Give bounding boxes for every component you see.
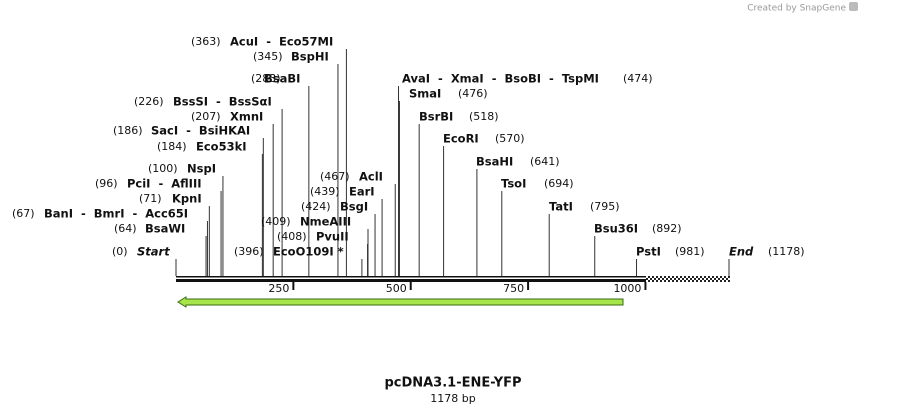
site-position: (396) <box>234 245 264 258</box>
site-position: (184) <box>157 140 187 153</box>
feature <box>177 296 624 308</box>
ruler-hatch <box>646 276 730 282</box>
site-name: SacI - BsiHKAI <box>151 124 250 138</box>
logo <box>849 2 858 11</box>
ruler-tick-label: 250 <box>268 282 289 295</box>
site-position: (474) <box>623 72 653 85</box>
site-name: EarI <box>349 185 375 199</box>
site-name: BanI - BmrI - Acc65I <box>44 207 188 221</box>
site-position: (641) <box>530 155 560 168</box>
site-name: BspHI <box>291 50 329 64</box>
site-position: (0) <box>112 245 128 258</box>
ruler-tick-label: 750 <box>503 282 524 295</box>
ruler-top <box>176 276 730 278</box>
site-name: TatI <box>549 200 573 214</box>
site-position: (283) <box>251 72 281 85</box>
site-name: SmaI <box>409 87 441 101</box>
site-name: EcoRI <box>443 132 479 146</box>
title: pcDNA3.1-ENE-YFP <box>384 376 521 391</box>
site-position: (67) <box>12 207 35 220</box>
site-position: (424) <box>301 200 331 213</box>
site-name: AcuI - Eco57MI <box>230 35 333 49</box>
site-name: PstI <box>636 245 661 259</box>
site-position: (694) <box>544 177 574 190</box>
site-name: BsaHI <box>476 155 513 169</box>
site-position: (409) <box>261 215 291 228</box>
site-position: (476) <box>458 87 488 100</box>
subtitle: 1178 bp <box>430 392 475 405</box>
site-name: Eco53kI <box>196 140 247 154</box>
site-position: (64) <box>114 222 137 235</box>
site-position: (207) <box>191 110 221 123</box>
ruler-bar <box>176 279 646 282</box>
site-name: AclI <box>359 170 383 184</box>
site-position: (518) <box>469 110 499 123</box>
ruler <box>176 276 730 282</box>
site-position: (795) <box>590 200 620 213</box>
site-position: (570) <box>495 132 525 145</box>
credit: Created by SnapGene <box>747 4 846 14</box>
site-name: AvaI - XmaI - BsoBI - TspMI <box>402 72 599 86</box>
site-position: (71) <box>139 192 162 205</box>
site-name: Bsu36I <box>594 222 638 236</box>
site-position: (981) <box>675 245 705 258</box>
site-name: BsaWI <box>145 222 185 236</box>
site-name: NspI <box>187 162 216 176</box>
site-position: (467) <box>320 170 350 183</box>
ruler-tick-label: 500 <box>386 282 407 295</box>
site-position: (186) <box>113 124 143 137</box>
site-name: BssSI - BssSαI <box>173 95 272 109</box>
site-name: BsrBI <box>419 110 453 124</box>
site-name: End <box>729 245 754 259</box>
site-position: (408) <box>277 230 307 243</box>
site-position: (345) <box>253 50 283 63</box>
site-name: XmnI <box>230 110 263 124</box>
site-position: (226) <box>134 95 164 108</box>
feature-arrow <box>177 296 624 308</box>
site-name: NmeAIII <box>300 215 351 229</box>
site-name: TsoI <box>501 177 526 191</box>
site-name: Start <box>137 245 170 259</box>
site-position: (363) <box>191 35 221 48</box>
site-name: BsaBI <box>264 72 300 86</box>
site-name: BsgI <box>340 200 368 214</box>
site-position: (1178) <box>768 245 805 258</box>
site-name: KpnI <box>172 192 202 206</box>
ruler-tick-label: 1000 <box>613 282 641 295</box>
site-name: EcoO109I * <box>273 245 344 259</box>
site-name: PvuII <box>316 230 349 244</box>
site-position: (439) <box>310 185 340 198</box>
site-position: (892) <box>652 222 682 235</box>
site-name: PciI - AflIII <box>127 177 202 191</box>
site-position: (96) <box>95 177 118 190</box>
site-position: (100) <box>148 162 178 175</box>
